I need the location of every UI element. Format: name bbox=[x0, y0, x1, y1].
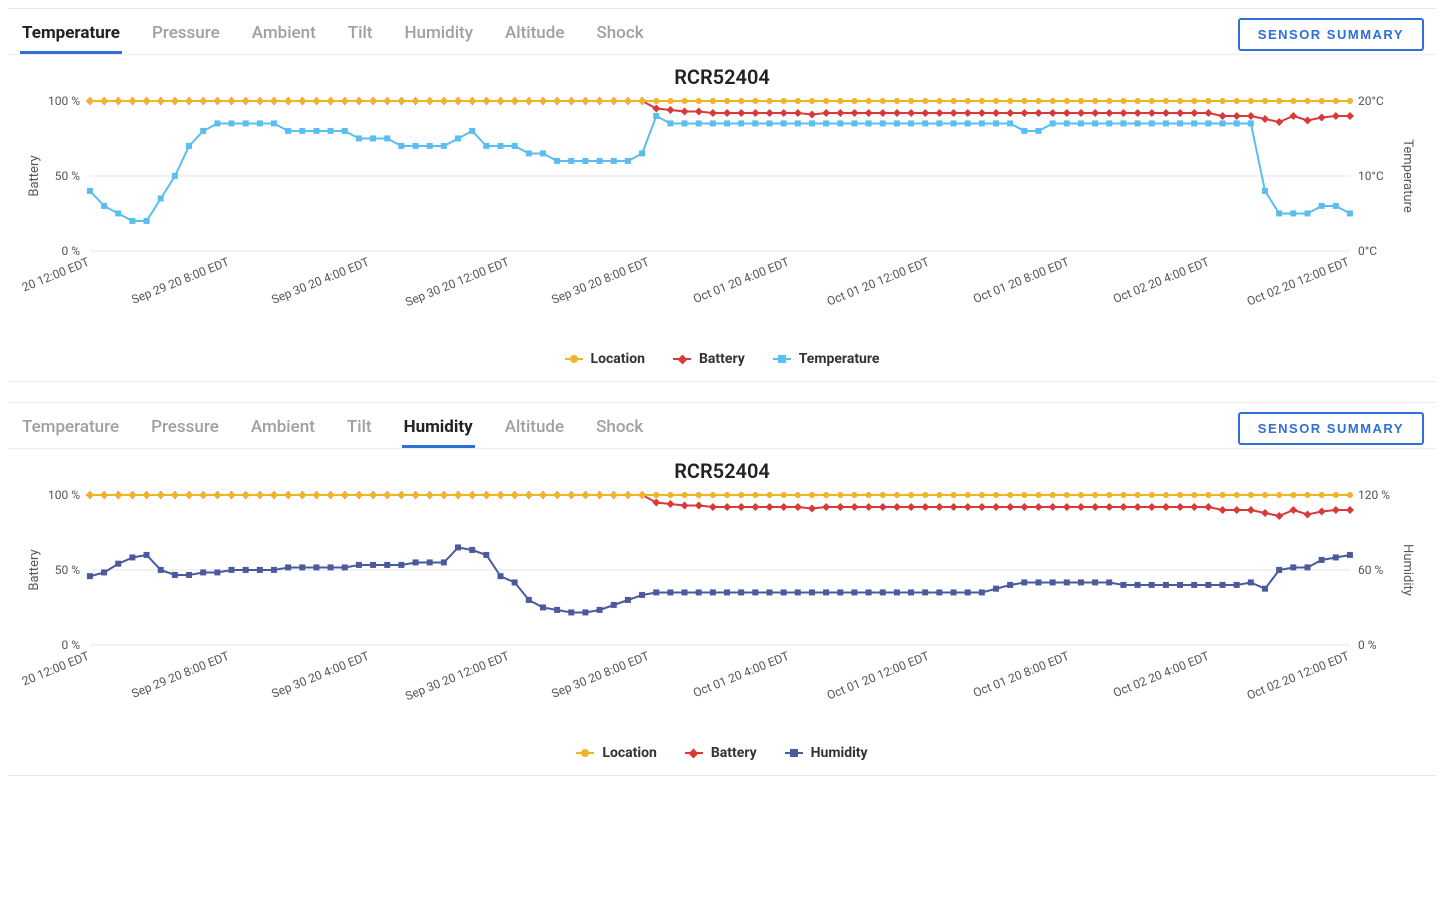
legend-item-battery[interactable]: Battery bbox=[673, 351, 745, 367]
svg-text:Oct 02 20 12:00 EDT: Oct 02 20 12:00 EDT bbox=[1245, 255, 1351, 309]
legend-swatch bbox=[773, 353, 791, 365]
svg-text:Sep 29 20 8:00 EDT: Sep 29 20 8:00 EDT bbox=[129, 255, 231, 307]
legend-label: Temperature bbox=[799, 351, 880, 367]
svg-text:50 %: 50 % bbox=[55, 563, 80, 577]
chart-title: RCR52404 bbox=[8, 459, 1436, 483]
legend-swatch bbox=[565, 353, 583, 365]
svg-text:10°C: 10°C bbox=[1358, 169, 1384, 183]
svg-text:120 %: 120 % bbox=[1358, 488, 1390, 502]
legend-item-battery[interactable]: Battery bbox=[685, 745, 757, 761]
tab-humidity[interactable]: Humidity bbox=[402, 409, 475, 448]
tab-ambient[interactable]: Ambient bbox=[249, 409, 317, 448]
svg-text:0°C: 0°C bbox=[1358, 244, 1377, 258]
tab-shock[interactable]: Shock bbox=[594, 409, 645, 448]
legend-label: Battery bbox=[711, 745, 757, 761]
tab-humidity[interactable]: Humidity bbox=[402, 15, 475, 54]
tab-temperature[interactable]: Temperature bbox=[20, 15, 122, 54]
panel-humidity: Temperature Pressure Ambient Tilt Humidity Al… bbox=[8, 402, 1436, 776]
svg-text:100 %: 100 % bbox=[48, 94, 80, 108]
svg-text:Oct 01 20 4:00 EDT: Oct 01 20 4:00 EDT bbox=[691, 649, 791, 700]
svg-text:0 %: 0 % bbox=[1358, 638, 1377, 652]
svg-text:Battery: Battery bbox=[27, 549, 42, 590]
svg-text:Oct 02 20 4:00 EDT: Oct 02 20 4:00 EDT bbox=[1111, 255, 1211, 306]
tabs-container-2: Temperature Pressure Ambient Tilt Humidity Al… bbox=[20, 409, 645, 448]
legend-2: Location Battery Humidity bbox=[8, 745, 1436, 761]
svg-text:Oct 01 20 8:00 EDT: Oct 01 20 8:00 EDT bbox=[971, 649, 1071, 700]
tabs-row: Temperature Pressure Ambient Tilt Humidity Al… bbox=[8, 9, 1436, 55]
legend-item-temperature[interactable]: Temperature bbox=[773, 351, 880, 367]
tab-pressure[interactable]: Pressure bbox=[150, 15, 222, 54]
svg-text:0 %: 0 % bbox=[61, 244, 80, 258]
tab-pressure[interactable]: Pressure bbox=[149, 409, 221, 448]
tab-tilt[interactable]: Tilt bbox=[345, 409, 374, 448]
svg-text:Sep 30 20 4:00 EDT: Sep 30 20 4:00 EDT bbox=[269, 255, 371, 307]
svg-text:Oct 01 20 12:00 EDT: Oct 01 20 12:00 EDT bbox=[825, 649, 931, 703]
tab-ambient[interactable]: Ambient bbox=[250, 15, 318, 54]
svg-text:0 %: 0 % bbox=[61, 638, 80, 652]
svg-text:Sep 30 20 4:00 EDT: Sep 30 20 4:00 EDT bbox=[269, 649, 371, 701]
sensor-summary-button[interactable]: SENSOR SUMMARY bbox=[1238, 18, 1424, 51]
svg-text:Temperature: Temperature bbox=[1400, 139, 1415, 213]
legend-item-location[interactable]: Location bbox=[576, 745, 656, 761]
legend-label: Humidity bbox=[811, 745, 868, 761]
chart-title: RCR52404 bbox=[8, 65, 1436, 89]
legend-1: Location Battery Temperature bbox=[8, 351, 1436, 367]
legend-swatch bbox=[685, 747, 703, 759]
svg-text:Oct 01 20 4:00 EDT: Oct 01 20 4:00 EDT bbox=[691, 255, 791, 306]
svg-text:20°C: 20°C bbox=[1358, 94, 1384, 108]
humidity-chart: 0 % 50 % 100 % 0 % 60 % 120 % Battery Humidity S… bbox=[20, 487, 1420, 717]
svg-text:Sep 30 20 8:00 EDT: Sep 30 20 8:00 EDT bbox=[549, 255, 651, 307]
svg-text:50 %: 50 % bbox=[55, 169, 80, 183]
chart-wrap-2: 0 % 50 % 100 % 0 % 60 % 120 % Battery Humidity S… bbox=[8, 487, 1436, 721]
legend-swatch bbox=[673, 353, 691, 365]
svg-text:Oct 01 20 12:00 EDT: Oct 01 20 12:00 EDT bbox=[825, 255, 931, 309]
sensor-summary-button[interactable]: SENSOR SUMMARY bbox=[1238, 412, 1424, 445]
tabs-container-1: Temperature Pressure Ambient Tilt Humidity Al… bbox=[20, 15, 646, 54]
svg-text:Sep 30 20 8:00 EDT: Sep 30 20 8:00 EDT bbox=[549, 649, 651, 701]
tab-temperature[interactable]: Temperature bbox=[20, 409, 121, 448]
temperature-chart: 0 % 50 % 100 % 0°C 10°C 20°C Battery Temperatur… bbox=[20, 93, 1420, 323]
tab-shock[interactable]: Shock bbox=[594, 15, 645, 54]
svg-text:Sep 30 20 12:00 EDT: Sep 30 20 12:00 EDT bbox=[403, 255, 511, 309]
svg-text:Sep 30 20 12:00 EDT: Sep 30 20 12:00 EDT bbox=[403, 649, 511, 703]
svg-text:100 %: 100 % bbox=[48, 488, 80, 502]
tab-altitude[interactable]: Altitude bbox=[503, 409, 566, 448]
legend-label: Location bbox=[591, 351, 645, 367]
legend-label: Battery bbox=[699, 351, 745, 367]
tabs-row: Temperature Pressure Ambient Tilt Humidity Al… bbox=[8, 403, 1436, 449]
chart-wrap-1: 0 % 50 % 100 % 0°C 10°C 20°C Battery Temperatur… bbox=[8, 93, 1436, 327]
svg-text:Oct 01 20 8:00 EDT: Oct 01 20 8:00 EDT bbox=[971, 255, 1071, 306]
svg-text:60 %: 60 % bbox=[1358, 563, 1383, 577]
svg-text:Battery: Battery bbox=[27, 155, 42, 196]
legend-label: Location bbox=[602, 745, 656, 761]
svg-text:Oct 02 20 12:00 EDT: Oct 02 20 12:00 EDT bbox=[1245, 649, 1351, 703]
svg-text:Sep 29 20 8:00 EDT: Sep 29 20 8:00 EDT bbox=[129, 649, 231, 701]
svg-text:Sep 29 20 12:00 EDT: Sep 29 20 12:00 EDT bbox=[20, 255, 91, 309]
svg-text:Humidity: Humidity bbox=[1400, 544, 1415, 596]
legend-item-humidity[interactable]: Humidity bbox=[785, 745, 868, 761]
legend-item-location[interactable]: Location bbox=[565, 351, 645, 367]
legend-swatch bbox=[785, 747, 803, 759]
svg-text:Sep 29 20 12:00 EDT: Sep 29 20 12:00 EDT bbox=[20, 649, 91, 703]
svg-text:Oct 02 20 4:00 EDT: Oct 02 20 4:00 EDT bbox=[1111, 649, 1211, 700]
tab-tilt[interactable]: Tilt bbox=[346, 15, 375, 54]
tab-altitude[interactable]: Altitude bbox=[503, 15, 566, 54]
panel-temperature: Temperature Pressure Ambient Tilt Humidity Al… bbox=[8, 8, 1436, 382]
legend-swatch bbox=[576, 747, 594, 759]
